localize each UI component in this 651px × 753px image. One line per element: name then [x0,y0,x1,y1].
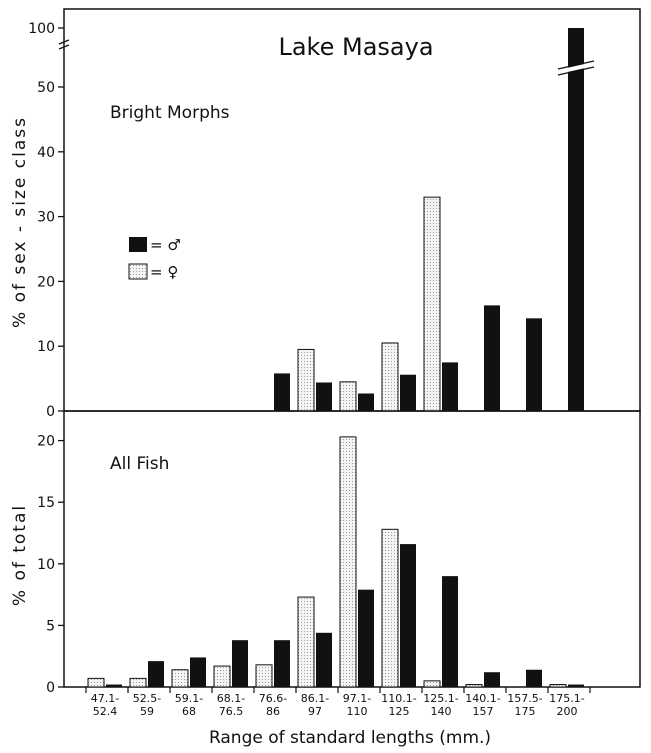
x-tick-label: 97.1- [343,692,371,705]
top-panel-label: Bright Morphs [110,103,230,123]
top-male-bar [568,28,584,411]
bottom-female-bar [171,669,189,688]
top-male-bar [442,362,458,411]
x-tick-label: 59 [140,705,154,718]
top-female-bar [423,196,441,412]
bottom-female-bar [423,680,441,688]
x-tick-label: 76.6- [259,692,287,705]
top-male-bar [358,393,374,411]
bottom-female-bar [549,684,567,688]
legend: = ♂ = ♀ [128,236,181,281]
legend-swatch-male [129,237,147,252]
bottom-bars [87,436,584,688]
legend-label-male: = ♂ [150,236,181,254]
x-tick-label: 86 [266,705,280,718]
x-tick-label: 140 [431,705,452,718]
bottom-y-axis: 0 5 10 15 20 [37,434,64,696]
legend-label-female: = ♀ [150,263,178,281]
bottom-male-bar [484,672,500,687]
x-axis-label: Range of standard lengths (mm.) [209,728,491,748]
top-female-bar [339,381,357,412]
bottom-female-bar [297,596,315,688]
x-tick-label: 68.1- [217,692,245,705]
top-y-tick-label: 20 [37,274,55,290]
x-tick-label: 52.5- [133,692,161,705]
x-tick-label: 125 [389,705,410,718]
x-tick-label: 47.1- [91,692,119,705]
top-female-bar [381,342,399,412]
top-male-bar [274,373,290,411]
bar-break-gap [557,62,595,74]
bottom-female-bar [129,677,147,688]
top-plot-frame [63,8,641,412]
top-y-tick-label: 10 [37,339,55,355]
bottom-female-bar [381,528,399,688]
x-tick-label: 68 [182,705,196,718]
x-tick-label: 175 [515,705,536,718]
bottom-male-bar [358,589,374,687]
x-tick-label: 110 [347,705,368,718]
top-y-axis-label: % of sex - size class [10,116,30,328]
x-tick-label: 140.1- [465,692,500,705]
top-y-tick-label: 40 [37,145,55,161]
x-tick-label: 157.5- [507,692,542,705]
x-tick-label: 86.1- [301,692,329,705]
x-tick-label: 110.1- [381,692,416,705]
top-female-bar [297,348,315,412]
top-y-tick-label: 50 [37,80,55,96]
bottom-female-bar [339,436,357,688]
top-bars [274,28,595,412]
bottom-male-bar [148,661,164,687]
chart-title: Lake Masaya [278,33,433,61]
bottom-y-axis-label: % of total [10,504,30,606]
bottom-y-tick-label: 10 [37,557,55,573]
top-panel: Lake Masaya Bright Morphs % of sex - siz… [10,8,641,420]
top-y-tick-label: 0 [46,404,55,420]
x-tick-label: 97 [308,705,322,718]
bottom-male-bar [442,576,458,687]
x-tick-label: 76.5 [219,705,244,718]
x-tick-label: 59.1- [175,692,203,705]
bottom-male-bar [400,544,416,687]
bottom-panel: All Fish % of total 0 5 10 15 20 47.1-52.4 52… [10,410,641,748]
bottom-male-bar [526,669,542,687]
bottom-male-bar [568,684,584,687]
bottom-male-bar [106,684,122,687]
legend-swatch-female [128,263,148,280]
x-tick-label: 125.1- [423,692,458,705]
top-y-axis: 0 10 20 30 40 50 100 [28,21,70,420]
x-tick-label: 175.1- [549,692,584,705]
bottom-female-bar [255,664,273,688]
top-y-tick-label: 100 [28,21,55,37]
bottom-female-bar [87,677,105,688]
bottom-male-bar [232,640,248,687]
bottom-female-bar [213,665,231,688]
top-y-tick-label: 30 [37,210,55,226]
bottom-y-tick-label: 0 [46,680,55,696]
x-tick-label: 52.4 [93,705,118,718]
y-axis-break-mark [58,39,70,50]
x-axis: 47.1-52.4 52.5-59 59.1-68 68.1-76.5 76.6-86 8… [85,687,591,718]
x-tick-label: 200 [557,705,578,718]
top-male-bar [400,374,416,411]
bottom-male-bar [274,640,290,687]
bottom-y-tick-label: 5 [46,618,55,634]
bottom-panel-label: All Fish [110,454,169,474]
x-tick-label: 157 [473,705,494,718]
bottom-male-bar [316,632,332,687]
bottom-y-tick-label: 15 [37,495,55,511]
bottom-y-tick-label: 20 [37,434,55,450]
top-male-bar [484,305,500,411]
bottom-female-bar [465,684,483,688]
bar-break-mark [557,60,595,76]
top-male-bar [316,382,332,411]
bottom-male-bar [190,657,206,687]
top-male-bar [526,318,542,411]
